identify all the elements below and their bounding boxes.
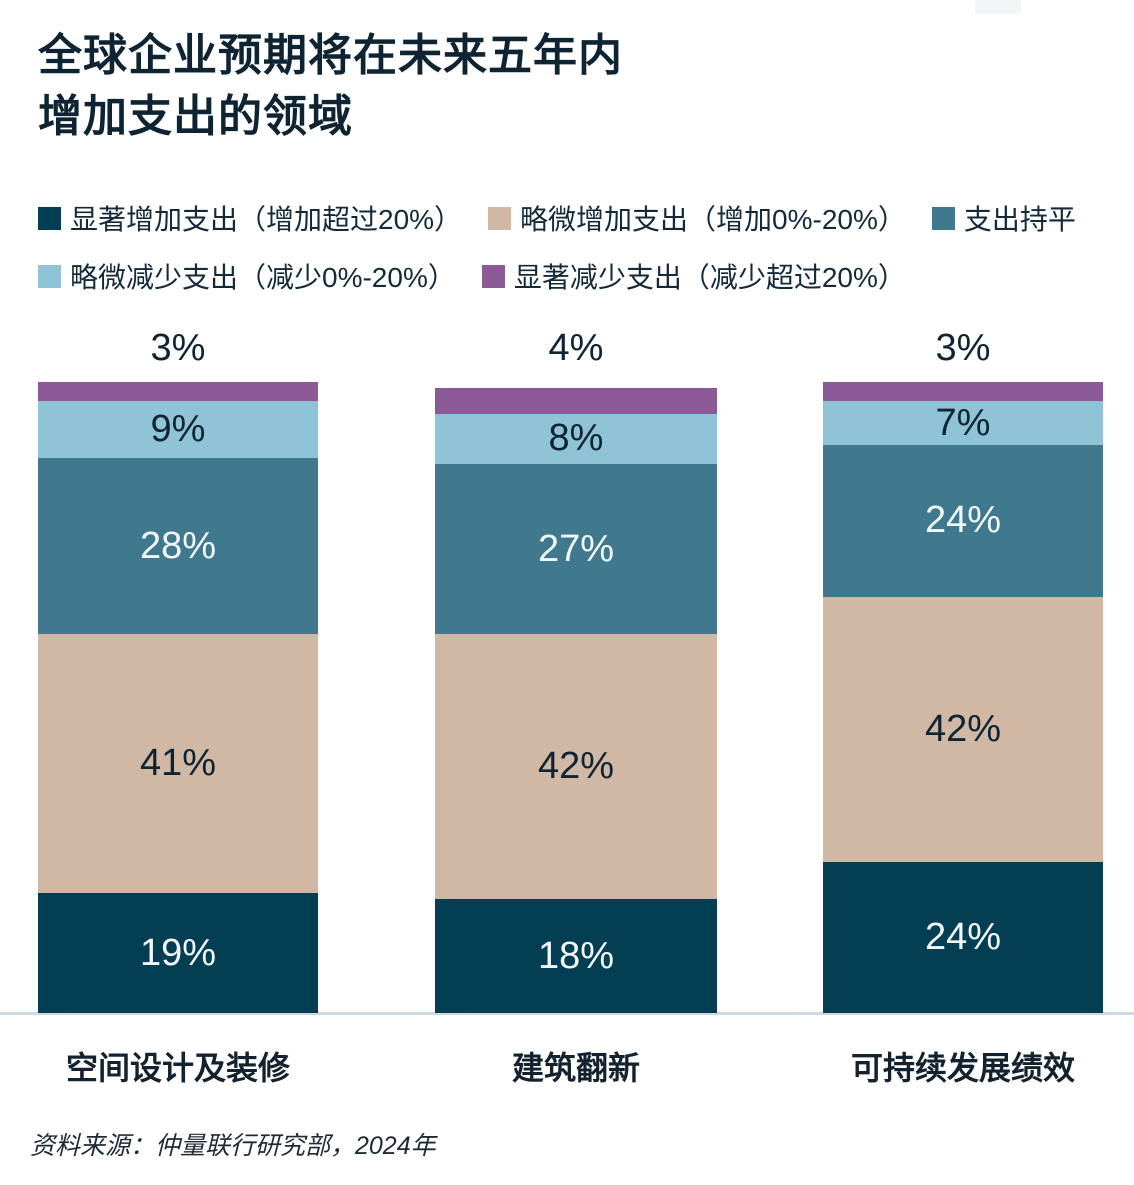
bar-segment-1: 42% [435, 634, 717, 900]
bar-column-1: 4% 18% 42% 27% 8% [435, 327, 717, 1013]
bar-segment-3: 9% [38, 400, 318, 458]
chart-title-line1: 全球企业预期将在未来五年内 [38, 31, 623, 80]
legend: 显著增加支出（增加超过20%） 略微增加支出（增加0%-20%） 支出持平略微减少支… [38, 198, 1102, 296]
bar-segment-0: 19% [38, 893, 318, 1013]
x-axis-baseline [0, 1012, 1134, 1015]
chart-title-line2: 增加支出的领域 [38, 91, 353, 141]
legend-label: 显著减少支出（减少超过20%） [513, 262, 906, 293]
legend-item-2: 支出持平 [931, 198, 1076, 238]
legend-label: 略微减少支出（减少0%-20%） [70, 262, 456, 293]
bar-column-2: 3% 24% 42% 24% 7% [823, 327, 1103, 1013]
bar-stack: 24% 42% 24% 7% [823, 382, 1103, 1013]
bar-stack: 19% 41% 28% 9% [38, 382, 318, 1013]
bar-segment-0: 24% [823, 861, 1103, 1013]
legend-swatch-icon [488, 206, 512, 230]
bar-segment-4 [435, 388, 717, 414]
bar-stack: 18% 42% 27% 8% [435, 382, 717, 1013]
cropped-logo-fragment [975, 0, 1021, 14]
legend-swatch-icon [931, 206, 955, 230]
bar-top-value-label: 4% [548, 327, 604, 369]
legend-swatch-icon [38, 264, 61, 288]
bar-segment-3: 8% [435, 413, 717, 465]
bar-segment-0: 18% [435, 899, 717, 1013]
chart-title: 全球企业预期将在未来五年内 增加支出的领域 [38, 26, 623, 147]
bar-segment-4 [38, 382, 318, 401]
bar-segment-2: 27% [435, 464, 717, 635]
category-label-1: 建筑翻新 [511, 1050, 640, 1086]
legend-label: 支出持平 [963, 204, 1076, 235]
legend-item-1: 略微增加支出（增加0%-20%） [488, 198, 906, 238]
category-label-0: 空间设计及装修 [65, 1050, 290, 1086]
bar-top-value-label: 3% [935, 327, 991, 369]
legend-label: 略微增加支出（增加0%-20%） [520, 204, 906, 235]
bar-segment-2: 28% [38, 457, 318, 635]
bar-segment-2: 24% [823, 445, 1103, 597]
source-note: 资料来源：仲量联行研究部，2024年 [30, 1132, 436, 1160]
bar-top-value-label: 3% [150, 327, 206, 369]
bar-column-0: 3% 19% 41% 28% 9% [38, 327, 318, 1013]
legend-label: 显著增加支出（增加超过20%） [70, 204, 463, 235]
bar-segment-4 [823, 382, 1103, 401]
bar-segment-1: 42% [823, 596, 1103, 862]
legend-item-0: 显著增加支出（增加超过20%） [38, 198, 462, 238]
legend-item-3: 略微减少支出（减少0%-20%） [38, 256, 456, 296]
legend-item-4: 显著减少支出（减少超过20%） [481, 256, 906, 296]
legend-swatch-icon [481, 264, 505, 288]
bar-segment-3: 7% [823, 400, 1103, 446]
category-label-2: 可持续发展绩效 [850, 1050, 1075, 1086]
legend-swatch-icon [38, 206, 61, 230]
bar-segment-1: 41% [38, 634, 318, 894]
